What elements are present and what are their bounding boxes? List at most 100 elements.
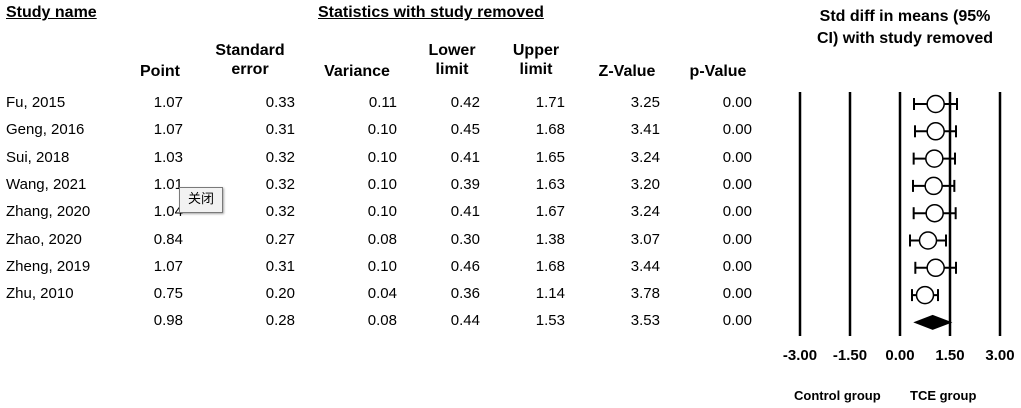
variance-cell: 0.11 xyxy=(368,94,397,111)
study-name-cell: Zhao, 2020 xyxy=(6,230,82,248)
se-cell: 0.20 xyxy=(265,285,295,303)
column-header-p-line-1: p-Value xyxy=(689,63,747,80)
variance-cell: 0.10 xyxy=(367,257,397,275)
variance-cell: 0.10 xyxy=(367,175,397,193)
z-cell: 3.44 xyxy=(630,257,660,275)
point-estimate-marker xyxy=(925,149,944,168)
x-tick-label: 3.00 xyxy=(985,347,1015,364)
study-name-cell: Zhang, 2020 xyxy=(6,203,91,221)
se-cell: 0.31 xyxy=(265,257,295,275)
upper-cell: 1.67 xyxy=(535,203,565,221)
axis-caption-left: Control group xyxy=(794,388,881,403)
column-header-point-line-1: Point xyxy=(140,63,180,80)
point-estimate-marker xyxy=(926,94,945,114)
variance-cell: 0.10 xyxy=(367,203,397,221)
column-header-z-line-1: Z-Value xyxy=(598,63,656,80)
lower-cell: 0.42 xyxy=(450,94,480,111)
column-header-upper-line-2: limit xyxy=(519,61,553,78)
se-cell: 0.33 xyxy=(265,94,295,111)
plot-title-line-1: Std diff in means (95% xyxy=(819,8,991,25)
upper-cell: 1.14 xyxy=(535,285,565,303)
se-cell: 0.32 xyxy=(265,148,295,166)
study-name-cell: Sui, 2018 xyxy=(6,148,70,166)
point-estimate-marker xyxy=(924,176,943,196)
point-estimate-marker xyxy=(925,203,944,223)
point-cell: 1.07 xyxy=(153,257,183,275)
lower-cell: 0.36 xyxy=(450,285,480,303)
point-cell: 1.07 xyxy=(153,94,183,111)
x-tick-label: -3.00 xyxy=(782,347,818,364)
point-estimate-marker xyxy=(926,258,945,278)
p-cell: 0.00 xyxy=(722,148,752,166)
point-cell: 1.04 xyxy=(153,203,183,221)
p-cell: 0.00 xyxy=(722,230,752,248)
lower-cell: 0.46 xyxy=(450,257,480,275)
point-estimate-marker xyxy=(915,285,935,305)
p-cell: 0.00 xyxy=(722,285,752,303)
x-tick-label: -1.50 xyxy=(832,347,868,364)
z-cell: 3.20 xyxy=(630,175,660,193)
se-cell: 0.31 xyxy=(265,121,295,139)
plot-title: Std diff in means (95% CI) with study re… xyxy=(790,6,1020,50)
variance-cell: 0.10 xyxy=(367,121,397,139)
column-header-upper-line-1: Upper xyxy=(512,42,560,59)
point-cell: 1.03 xyxy=(153,148,183,166)
lower-cell: 0.30 xyxy=(450,230,480,248)
se-cell: 0.27 xyxy=(265,230,295,248)
study-name-header: Study name xyxy=(6,4,97,21)
summary-diamond xyxy=(913,314,953,330)
upper-cell: 1.53 xyxy=(535,312,565,330)
lower-cell: 0.39 xyxy=(450,175,480,193)
variance-cell: 0.10 xyxy=(367,148,397,166)
study-name-cell: Zhu, 2010 xyxy=(6,285,74,303)
column-header-se-line-1: Standard xyxy=(215,42,285,59)
point-cell: 0.98 xyxy=(153,312,183,330)
z-cell: 3.25 xyxy=(630,94,660,111)
z-cell: 3.24 xyxy=(630,203,660,221)
column-header-lower-line-2: limit xyxy=(435,61,469,78)
point-estimate-marker xyxy=(926,122,945,141)
upper-cell: 1.65 xyxy=(535,148,565,166)
point-cell: 0.84 xyxy=(153,230,183,248)
stats-group-header: Statistics with study removed xyxy=(318,4,544,21)
upper-cell: 1.63 xyxy=(535,175,565,193)
point-estimate-marker xyxy=(918,231,938,250)
z-cell: 3.24 xyxy=(630,148,660,166)
study-name-cell: Fu, 2015 xyxy=(6,94,66,111)
column-header-lower-line-1: Lower xyxy=(428,42,476,59)
upper-cell: 1.71 xyxy=(535,94,565,111)
column-header-variance-line-1: Variance xyxy=(324,63,390,80)
variance-cell: 0.08 xyxy=(367,312,397,330)
se-cell: 0.28 xyxy=(265,312,295,330)
study-name-cell: Zheng, 2019 xyxy=(6,257,91,275)
p-cell: 0.00 xyxy=(722,94,752,111)
variance-cell: 0.08 xyxy=(367,230,397,248)
p-cell: 0.00 xyxy=(722,312,752,330)
point-cell: 1.07 xyxy=(153,121,183,139)
column-header-se-line-2: error xyxy=(231,61,269,78)
point-cell: 1.01 xyxy=(153,175,183,193)
close-tooltip: 关闭 xyxy=(179,187,223,213)
axis-caption-right: TCE group xyxy=(910,388,977,403)
z-cell: 3.53 xyxy=(630,312,660,330)
p-cell: 0.00 xyxy=(722,121,752,139)
lower-cell: 0.41 xyxy=(450,148,480,166)
upper-cell: 1.68 xyxy=(535,121,565,139)
se-cell: 0.32 xyxy=(265,175,295,193)
z-cell: 3.07 xyxy=(630,230,660,248)
p-cell: 0.00 xyxy=(722,257,752,275)
se-cell: 0.32 xyxy=(265,203,295,221)
plot-title-line-2: CI) with study removed xyxy=(816,30,994,47)
x-tick-label: 0.00 xyxy=(885,347,915,364)
z-cell: 3.78 xyxy=(630,285,660,303)
p-cell: 0.00 xyxy=(722,203,752,221)
study-name-cell: Geng, 2016 xyxy=(6,121,85,139)
upper-cell: 1.38 xyxy=(535,230,565,248)
lower-cell: 0.44 xyxy=(450,312,480,330)
study-name-cell: Wang, 2021 xyxy=(6,175,87,193)
lower-cell: 0.41 xyxy=(450,203,480,221)
variance-cell: 0.04 xyxy=(367,285,397,303)
z-cell: 3.41 xyxy=(630,121,660,139)
x-tick-label: 1.50 xyxy=(935,347,965,364)
